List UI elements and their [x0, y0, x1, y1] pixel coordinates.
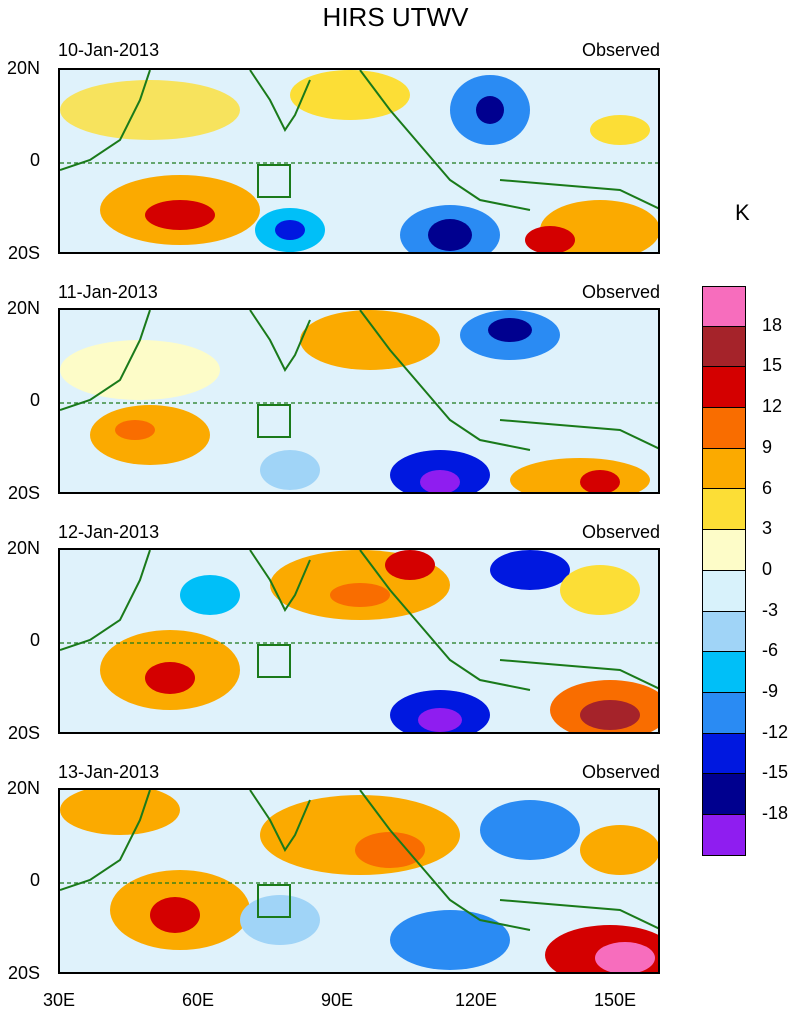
colorbar-box — [702, 570, 746, 612]
colorbar-box — [702, 448, 746, 490]
colorbar-label: -6 — [762, 640, 779, 661]
colorbar-label: 3 — [762, 518, 773, 539]
ytick-20n-3: 20N — [6, 538, 40, 558]
colorbar-label: -18 — [762, 803, 789, 824]
colorbar-box — [702, 814, 746, 856]
colorbar-label: 6 — [762, 477, 773, 498]
xtick-150e: 150E — [593, 990, 637, 1010]
colorbar-box — [702, 611, 746, 653]
xtick-120e: 120E — [454, 990, 498, 1010]
ytick-0-1: 0 — [29, 150, 40, 170]
colorbar-label: 18 — [762, 314, 783, 335]
colorbar-label: 15 — [762, 355, 783, 376]
ytick-0-2: 0 — [29, 390, 40, 410]
panel-tag-1: Observed — [581, 40, 660, 60]
ytick-20n-4: 20N — [6, 778, 40, 798]
colorbar-label: 12 — [762, 396, 783, 417]
colorbar-box — [702, 286, 746, 327]
ytick-20n-1: 20N — [6, 58, 40, 78]
ytick-20s-3: 20S — [7, 723, 40, 743]
colorbar-label: -12 — [762, 721, 789, 742]
units-label: K — [735, 200, 750, 225]
xtick-30e: 30E — [42, 990, 76, 1010]
colorbar-box — [702, 367, 746, 409]
colorbar-label: 0 — [762, 558, 773, 579]
panel-tag-2: Observed — [581, 282, 660, 302]
ytick-20s-4: 20S — [7, 963, 40, 983]
colorbar-label: 9 — [762, 436, 773, 457]
xtick-60e: 60E — [181, 990, 215, 1010]
ytick-20s-1: 20S — [7, 243, 40, 263]
colorbar-label: -9 — [762, 681, 779, 701]
colorbar-label: -3 — [762, 599, 779, 620]
panel-date-1: 10-Jan-2013 — [58, 40, 160, 60]
colorbar-label: -15 — [762, 762, 789, 783]
map-panel-3 — [58, 548, 660, 734]
ytick-0-4: 0 — [29, 870, 40, 890]
colorbar-box — [702, 530, 746, 571]
colorbar-box — [702, 774, 746, 815]
ytick-20n-2: 20N — [6, 298, 40, 318]
panel-tag-3: Observed — [581, 522, 660, 542]
panel-tag-4: Observed — [581, 762, 660, 782]
colorbar-box — [702, 733, 746, 775]
map-panel-4 — [58, 788, 660, 974]
colorbar-box — [702, 692, 746, 734]
colorbar-box — [702, 489, 746, 531]
map-panel-2 — [58, 308, 660, 494]
panel-date-2: 11-Jan-2013 — [58, 282, 158, 302]
ytick-0-3: 0 — [29, 630, 40, 650]
colorbar-box — [702, 652, 746, 693]
colorbar — [702, 286, 746, 856]
ytick-20s-2: 20S — [7, 483, 40, 503]
colorbar-box — [702, 326, 746, 368]
xtick-90e: 90E — [320, 990, 354, 1010]
map-panel-1 — [58, 68, 660, 254]
panel-date-4: 13-Jan-2013 — [58, 762, 160, 782]
colorbar-box — [702, 408, 746, 449]
panel-date-3: 12-Jan-2013 — [58, 522, 160, 542]
figure-title: HIRS UTWV — [322, 2, 469, 32]
